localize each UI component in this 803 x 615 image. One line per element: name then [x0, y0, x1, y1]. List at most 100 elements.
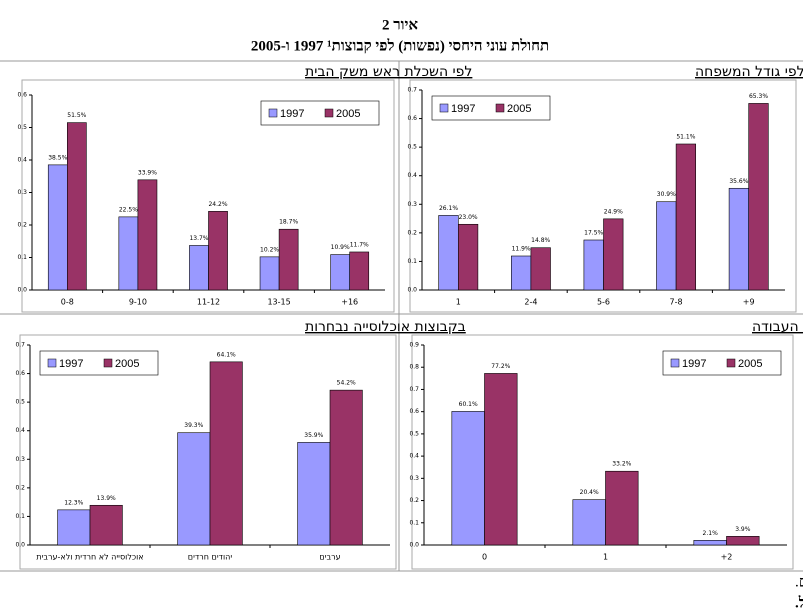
- value-label: 35.9%: [304, 432, 323, 439]
- y-tick-label: 0.4: [15, 427, 25, 434]
- bar: [278, 228, 299, 291]
- legend-label: 2005: [336, 108, 360, 120]
- value-label: 23.0%: [459, 214, 478, 221]
- bar: [47, 164, 68, 291]
- bar: [349, 251, 370, 291]
- value-label: 10.9%: [331, 244, 350, 251]
- value-label: 54.2%: [337, 380, 356, 387]
- bar: [572, 499, 606, 546]
- footnote: 1) לא כולל ערביי ירושלים.: [795, 573, 803, 590]
- y-tick-label: 0.5: [17, 124, 27, 131]
- value-label: 33.9%: [138, 169, 157, 176]
- figure-label: איור 2: [382, 17, 418, 33]
- x-tick-label: 2-4: [524, 298, 537, 307]
- source: המקור: הלשכה המרכזית לסטטיסטיקה, סקרי הכ…: [795, 594, 803, 611]
- value-label: 11.9%: [512, 246, 531, 253]
- value-label: 14.8%: [531, 237, 550, 244]
- bar: [457, 223, 479, 291]
- x-tick-label: אוכלוסייה לא חרדית ולא-ערבית: [36, 553, 143, 562]
- bar: [57, 509, 91, 546]
- legend-swatch: [670, 358, 680, 368]
- value-label: 51.1%: [676, 134, 695, 141]
- y-tick-label: 0.0: [407, 287, 417, 294]
- figure-title: תחולת עוני היחסי (נפשות) לפי קבוצות¹ 199…: [251, 37, 549, 54]
- bar: [726, 536, 760, 546]
- bar: [209, 361, 243, 546]
- value-label: 26.1%: [439, 205, 458, 212]
- legend-box: [39, 350, 159, 376]
- x-tick-label: 9-10: [129, 298, 147, 307]
- legend-box: [662, 350, 782, 376]
- y-tick-label: 0.2: [17, 222, 27, 229]
- y-tick-label: 0.7: [407, 87, 417, 94]
- bar: [656, 201, 677, 291]
- chart-frame: [409, 79, 797, 313]
- x-tick-label: 1: [603, 553, 608, 562]
- bar: [583, 239, 604, 291]
- y-tick-label: 0.3: [407, 201, 417, 208]
- bar: [530, 247, 551, 291]
- chart-title: בקבוצות אוכלוסייה נבחרות: [305, 319, 466, 335]
- bar: [330, 254, 351, 291]
- bar: [605, 470, 639, 546]
- y-tick-label: 0.1: [17, 254, 27, 261]
- y-tick-label: 0.0: [15, 542, 25, 549]
- value-label: 24.2%: [208, 201, 227, 208]
- bar: [89, 504, 123, 546]
- chart-title: לפי השכלת ראש משק הבית: [305, 64, 472, 80]
- chart-title: לפי מספר המפרנסים בגיל העבודה: [752, 319, 803, 335]
- y-tick-label: 0.6: [409, 408, 419, 415]
- value-label: 18.7%: [279, 219, 298, 226]
- bar: [510, 255, 532, 291]
- bar: [189, 245, 209, 291]
- value-label: 13.7%: [189, 235, 208, 242]
- x-tick-label: 1: [456, 298, 461, 307]
- value-label: 12.3%: [64, 499, 83, 506]
- value-label: 10.2%: [260, 246, 279, 253]
- legend-label: 2005: [115, 358, 139, 370]
- value-label: 24.9%: [604, 208, 623, 215]
- x-tick-label: 0-8: [61, 298, 74, 307]
- bar: [603, 218, 624, 291]
- value-label: 13.9%: [97, 495, 116, 502]
- chart-frame: [411, 334, 794, 570]
- y-tick-label: 0.4: [409, 453, 419, 460]
- value-label: 51.5%: [67, 112, 86, 119]
- y-tick-label: 0.5: [15, 399, 25, 406]
- value-label: 30.9%: [657, 191, 676, 198]
- legend-box: [431, 95, 551, 121]
- y-tick-label: 0.2: [15, 484, 25, 491]
- x-tick-label: 13-15: [267, 298, 290, 307]
- bar: [748, 103, 769, 291]
- y-tick-label: 0.6: [17, 92, 27, 99]
- y-tick-label: 0.1: [15, 513, 25, 520]
- y-tick-label: 0.6: [15, 370, 25, 377]
- y-tick-label: 0.3: [15, 456, 25, 463]
- value-label: 65.3%: [749, 93, 768, 100]
- value-label: 35.6%: [729, 178, 748, 185]
- bar: [451, 411, 485, 546]
- y-tick-label: 0.6: [407, 115, 417, 122]
- x-tick-label: 7-8: [670, 298, 683, 307]
- x-tick-label: יהודים חרדים: [188, 553, 233, 562]
- y-tick-label: 0.2: [409, 497, 419, 504]
- legend-swatch: [268, 108, 278, 118]
- bar: [259, 256, 280, 291]
- legend-swatch: [726, 358, 736, 368]
- y-tick-label: 0.1: [409, 519, 419, 526]
- legend-label: 1997: [280, 108, 304, 120]
- bar: [67, 122, 87, 291]
- value-label: 33.2%: [612, 461, 631, 468]
- bar: [728, 187, 750, 291]
- y-tick-label: 0.4: [17, 157, 27, 164]
- y-tick-label: 0.8: [409, 364, 419, 371]
- legend-label: 2005: [738, 358, 762, 370]
- value-label: 3.9%: [735, 526, 751, 533]
- y-tick-label: 0.7: [15, 342, 25, 349]
- legend-label: 1997: [59, 358, 83, 370]
- bar: [297, 442, 331, 546]
- chart-title: לפי גודל המשפחה: [695, 64, 803, 80]
- value-label: 11.7%: [350, 241, 369, 248]
- chart-frame: [21, 79, 395, 313]
